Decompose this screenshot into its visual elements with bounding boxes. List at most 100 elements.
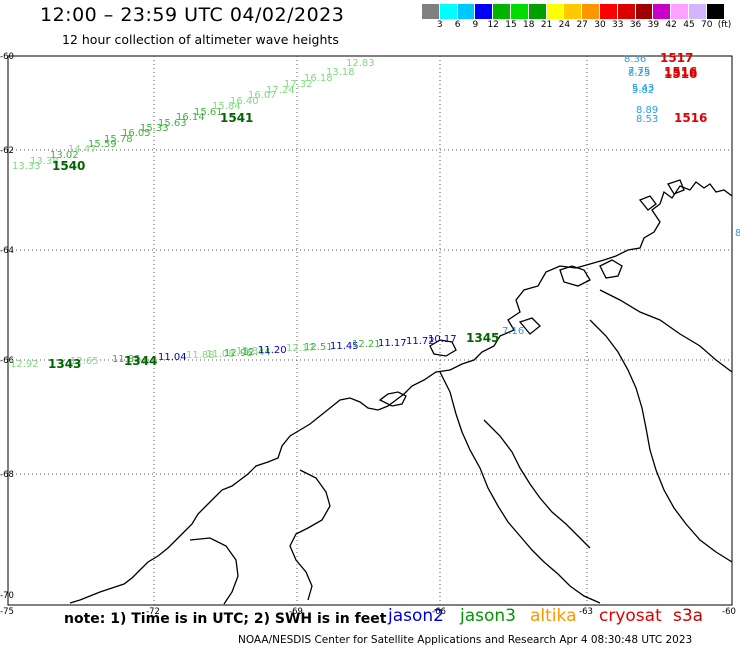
- edge-value: 8: [735, 228, 740, 239]
- legend-swatch: [493, 4, 511, 19]
- swh-value: 15.84: [212, 101, 241, 112]
- swh-value: 17.32: [284, 79, 313, 90]
- swh-value: 12.92: [10, 359, 39, 370]
- lat-label: -60: [0, 52, 14, 62]
- axis-labels: -60 -62 -64 -66 -68 -70 -75 -72 -69 -66 …: [0, 52, 736, 617]
- color-legend: 3 6 9 12 15 18 21 24 27 30 33 36 39 42 45 70 (ft): [422, 4, 733, 30]
- legend-swatch: [582, 4, 600, 19]
- swh-value: 11.17: [378, 338, 407, 349]
- island-coast: [599, 259, 623, 279]
- peninsula-coast: [69, 181, 733, 604]
- swh-value: 12.83: [346, 58, 375, 69]
- swh-value: 15.33: [140, 123, 169, 134]
- swh-value: 11.45: [330, 341, 359, 352]
- island-coast: [638, 195, 657, 211]
- legend-swatch: [706, 4, 725, 19]
- swh-value: 17.24: [266, 85, 295, 96]
- lon-label: -63: [579, 607, 593, 617]
- lon-label: -72: [146, 607, 160, 617]
- lat-label: -62: [0, 146, 14, 156]
- legend-swatch: [599, 4, 618, 19]
- island-coast: [559, 265, 591, 287]
- map-note: note: 1) Time is in UTC; 2) SWH is in fe…: [64, 611, 387, 627]
- legend-swatch: [439, 4, 458, 19]
- swh-value: 11.72: [406, 336, 435, 347]
- time-label: 1540: [52, 159, 85, 173]
- legend-swatch: [475, 4, 494, 19]
- legend-swatch: [510, 4, 529, 19]
- legend-label: 12: [487, 20, 499, 30]
- swh-value: 11.20: [258, 345, 287, 356]
- legend-swatch: [617, 4, 636, 19]
- island-coast: [518, 317, 541, 335]
- legend-label: 3: [436, 20, 443, 30]
- legend-label: 45: [683, 20, 695, 30]
- swh-value: 14.47: [68, 144, 97, 155]
- legend-label: (ft): [717, 20, 732, 30]
- time-label: 1343: [48, 357, 81, 371]
- legend-label: 6: [454, 20, 461, 30]
- lon-label: -60: [722, 607, 736, 617]
- swh-value: 11.04: [158, 352, 187, 363]
- swh-value: 15.63: [158, 118, 187, 129]
- swh-value: 16.14: [176, 112, 205, 123]
- swh-value: 11.88: [186, 350, 215, 361]
- lat-label: -70: [0, 591, 14, 601]
- swh-value: 12.96: [224, 348, 253, 359]
- map-frame: [7, 55, 733, 606]
- swh-value: 5.43: [632, 83, 654, 94]
- gridlines: [8, 56, 732, 605]
- ice-shelf-edge: [439, 371, 601, 604]
- legend-swatch: [671, 4, 689, 19]
- legend-label: 36: [629, 20, 642, 30]
- legend-labels: 3 6 9 12 15 18 21 24 27 30 33 36 39 42 45 70 (ft): [422, 20, 733, 30]
- footer-credit: NOAA/NESDIS Center for Satellite Applica…: [238, 634, 693, 646]
- swh-value: 15.59: [88, 139, 117, 150]
- swh-value: 7.75: [628, 66, 650, 77]
- legend-label: 33: [612, 20, 624, 30]
- swh-value: 15.78: [104, 134, 133, 145]
- swh-value: 12.51: [304, 342, 333, 353]
- swh-value: 8.36: [624, 54, 646, 65]
- swh-value: 12.44: [242, 347, 271, 358]
- legend-swatch: [635, 4, 654, 19]
- satellite-s3a-label: s3a: [673, 606, 704, 626]
- swh-value: 12.65: [70, 356, 99, 367]
- swh-value: 12.21: [352, 339, 381, 350]
- swh-value: 16.07: [248, 90, 277, 101]
- coastline: [69, 179, 733, 605]
- time-label: 1516: [664, 67, 697, 81]
- coast-south: [189, 537, 239, 605]
- satellite-altika-label: altika: [530, 606, 577, 626]
- swh-value: 16.18: [304, 73, 333, 84]
- lat-label: -68: [0, 470, 14, 480]
- swh-value: 13.33: [12, 161, 41, 172]
- inland-contour: [599, 289, 733, 373]
- legend-label: 9: [472, 20, 479, 30]
- map-subtitle: 12 hour collection of altimeter wave hei…: [62, 32, 339, 47]
- swh-value: 8.53: [636, 114, 658, 125]
- lon-label: -66: [432, 607, 446, 617]
- legend-swatch: [422, 4, 440, 19]
- legend-label: 15: [505, 20, 517, 30]
- track-1343: 12.92 12.65 11.85 11.04 11.88 11.08 12.9…: [10, 326, 524, 371]
- legend-swatches: [422, 4, 733, 19]
- legend-label: 42: [665, 20, 677, 30]
- legend-label: 70: [701, 20, 713, 30]
- island-coast: [429, 339, 457, 357]
- swh-value: 13.38: [30, 156, 59, 167]
- legend-swatch: [688, 4, 707, 19]
- legend-swatch: [653, 4, 672, 19]
- swh-value: 8.25: [628, 68, 650, 79]
- legend-label: 39: [647, 20, 660, 30]
- swh-value: 16.05: [122, 128, 151, 139]
- lat-label: -64: [0, 246, 14, 256]
- inland-contour: [483, 419, 591, 549]
- legend-label: 21: [540, 20, 553, 30]
- swh-value: 13.18: [326, 67, 355, 78]
- island-coast: [667, 179, 685, 195]
- legend-swatch: [457, 4, 476, 19]
- coast-south: [289, 469, 331, 601]
- time-label: 1516: [664, 65, 697, 79]
